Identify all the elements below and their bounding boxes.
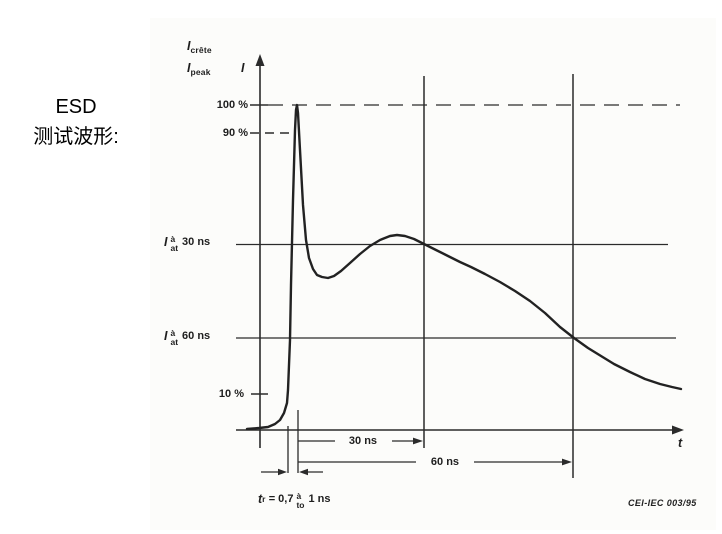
x-axis-symbol: t xyxy=(678,436,683,450)
bilingual-at-stack: à at xyxy=(170,328,179,347)
bilingual-at-stack: à at xyxy=(170,234,179,253)
slide-title-line1: ESD xyxy=(55,96,97,118)
dim-30ns-arrowhead xyxy=(413,437,423,445)
slide-title: ESD 测试波形: xyxy=(14,92,138,152)
scanned-figure-background xyxy=(150,18,716,530)
dim-label-60ns: 60 ns xyxy=(430,456,460,468)
y-axis-arrowhead xyxy=(255,54,265,66)
dim-60ns-arrowhead xyxy=(562,458,572,466)
i-at-30ns-label: I à at 30 ns xyxy=(164,234,211,253)
level-label-90: 90 % xyxy=(222,127,248,139)
level-label-100: 100 % xyxy=(216,99,248,111)
slide-title-line2: 测试波形: xyxy=(33,126,119,148)
level-label-10: 10 % xyxy=(218,388,244,400)
figure-source-caption: CEI-IEC 003/95 xyxy=(628,498,697,508)
esd-current-curve xyxy=(245,103,683,431)
x-axis-arrowhead xyxy=(672,425,684,435)
rise-arrow-left-head xyxy=(278,468,287,476)
i-at-60ns-label: I à at 60 ns xyxy=(164,328,211,347)
peak-label-english: Ipeak xyxy=(187,61,211,77)
y-axis-symbol: I xyxy=(241,61,245,75)
dim-label-30ns: 30 ns xyxy=(348,435,378,447)
bilingual-to-stack: à to xyxy=(296,491,305,510)
rise-arrow-right-head xyxy=(299,468,308,476)
peak-label-french: Icrête xyxy=(187,39,212,55)
